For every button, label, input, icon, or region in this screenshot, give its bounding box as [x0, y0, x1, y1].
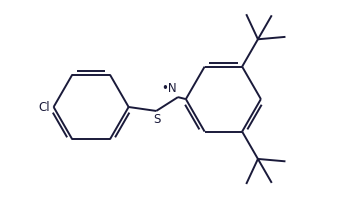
Text: Cl: Cl — [38, 101, 50, 113]
Text: •N: •N — [161, 82, 177, 95]
Text: S: S — [153, 113, 161, 126]
